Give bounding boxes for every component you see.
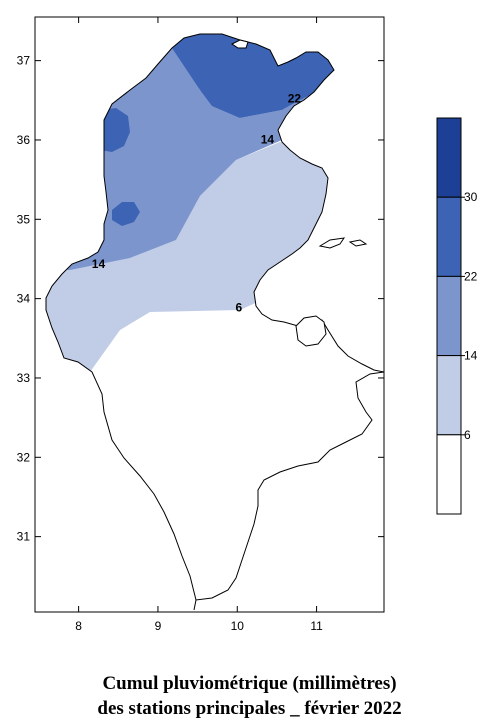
contour-label: 22 (288, 91, 302, 105)
y-tick-label: 31 (17, 530, 31, 544)
legend-level-label: 6 (464, 428, 471, 442)
zone-22-30-west-b (112, 202, 140, 226)
y-tick-label: 36 (17, 133, 31, 147)
legend-swatch (436, 117, 462, 198)
zembra-islet (231, 39, 249, 49)
zone-22-30-west-a (100, 108, 130, 152)
legend-swatch (436, 434, 462, 515)
contour-label: 14 (261, 133, 275, 147)
caption-line-1: Cumul pluviométrique (millimètres) (102, 673, 397, 694)
legend-swatch (436, 275, 462, 357)
legend-level-label: 22 (464, 269, 478, 283)
x-tick-label: 9 (155, 619, 162, 633)
x-tick-label: 10 (231, 619, 245, 633)
kerkennah-islands (318, 237, 368, 249)
zone-6-14 (46, 142, 360, 372)
legend-swatch (436, 355, 462, 436)
y-tick-label: 35 (17, 212, 31, 226)
x-axis: 8 9 10 11 (75, 17, 323, 633)
x-tick-label: 11 (310, 619, 323, 633)
southern-edge (193, 599, 197, 611)
tunisia-outline (45, 33, 385, 601)
contour-labels: 22 14 14 6 (92, 91, 302, 315)
y-tick-label: 32 (17, 450, 31, 464)
legend-colorbar: 30 22 14 6 (436, 117, 478, 515)
y-tick-label: 33 (17, 371, 31, 385)
legend-swatch (436, 196, 462, 277)
djerba-island (295, 315, 327, 347)
contour-label: 6 (236, 301, 243, 315)
caption-line-2: des stations principales _ février 2022 (97, 698, 402, 719)
legend-level-label: 30 (464, 190, 478, 204)
x-tick-label: 8 (75, 619, 82, 633)
legend-level-label: 14 (464, 349, 478, 363)
y-tick-label: 37 (17, 54, 31, 68)
y-axis: 37 36 35 34 33 32 31 (17, 54, 384, 544)
contour-label: 14 (92, 257, 106, 271)
y-tick-label: 34 (17, 292, 31, 306)
